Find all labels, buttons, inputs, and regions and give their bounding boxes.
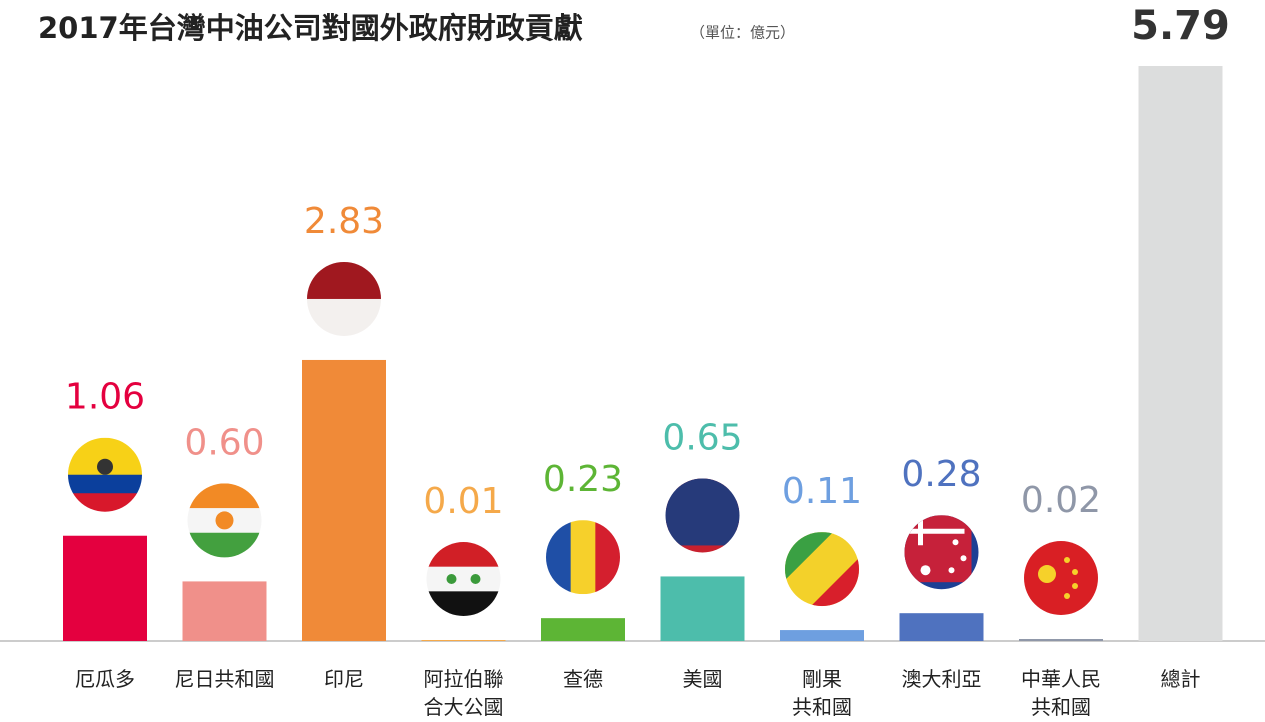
flag-stripe xyxy=(1024,541,1098,616)
flag-emblem xyxy=(446,574,457,585)
flag-stripe xyxy=(546,520,572,595)
chart-title: 2017年台灣中油公司對國外政府財政貢獻 xyxy=(38,11,583,45)
flag-emblem xyxy=(470,574,481,585)
flag-stripe xyxy=(68,474,142,494)
bar xyxy=(1138,66,1223,641)
flag-emblem xyxy=(1072,569,1078,576)
flag xyxy=(307,261,381,336)
value-label: 0.02 xyxy=(1021,480,1101,521)
flag-stripe xyxy=(187,483,262,509)
flag-stripe xyxy=(68,493,142,512)
x-tick-label: 澳大利亞 xyxy=(902,667,982,691)
flag-emblem xyxy=(97,458,113,475)
flag xyxy=(904,515,979,590)
flag-stripe xyxy=(665,541,740,553)
flag-stripe xyxy=(426,542,501,568)
x-tick-label: 總計 xyxy=(1161,667,1201,691)
x-tick-label: 尼日共和國 xyxy=(175,667,275,691)
value-label: 0.11 xyxy=(782,471,862,512)
bar xyxy=(660,576,745,641)
x-tick-label: 查德 xyxy=(563,667,603,691)
bar xyxy=(182,581,267,641)
flag xyxy=(68,437,142,512)
flag-stripe xyxy=(595,520,620,595)
flag-stripe xyxy=(810,557,859,607)
x-tick-label: 印尼 xyxy=(324,667,364,691)
flag-emblem xyxy=(948,567,955,574)
x-tick-label: 厄瓜多 xyxy=(75,667,135,691)
flag-emblem xyxy=(1064,593,1070,600)
bar xyxy=(541,618,625,641)
flag-emblem xyxy=(960,555,967,562)
bar xyxy=(1019,639,1103,641)
bar xyxy=(302,359,386,641)
bar xyxy=(780,630,864,641)
flag-emblem xyxy=(1072,583,1078,590)
bar xyxy=(421,640,506,641)
flag xyxy=(785,532,859,607)
flag-stripe xyxy=(307,261,381,300)
x-tick-label: 中華人民共和國 xyxy=(1021,667,1101,719)
value-label: 0.60 xyxy=(184,422,264,463)
flag-emblem xyxy=(1038,565,1056,584)
bar xyxy=(899,613,984,641)
x-tick-label: 美國 xyxy=(683,667,723,691)
flag-stripe xyxy=(785,532,834,581)
flag-emblem xyxy=(952,539,959,546)
value-label: 0.28 xyxy=(901,454,981,495)
flag-stripe xyxy=(307,298,381,336)
value-label: 0.65 xyxy=(662,417,742,458)
flag xyxy=(426,542,501,617)
flag xyxy=(1024,541,1098,616)
value-label: 0.23 xyxy=(543,459,623,500)
flag-stripe xyxy=(426,566,501,592)
flag-stripe xyxy=(570,520,596,595)
bar xyxy=(63,535,147,641)
value-label: 5.79 xyxy=(1131,3,1230,49)
flag xyxy=(187,483,262,558)
value-label: 0.01 xyxy=(423,481,503,522)
flag-canton xyxy=(904,515,972,583)
flag-emblem xyxy=(1064,557,1070,564)
flag-emblem xyxy=(920,565,931,576)
x-tick-label: 剛果共和國 xyxy=(792,667,852,719)
flag-stripe xyxy=(426,591,501,617)
flag xyxy=(665,478,740,553)
chart-subtitle: （單位：億元） xyxy=(690,24,795,42)
value-label: 1.06 xyxy=(65,377,145,418)
flag-emblem xyxy=(215,511,234,530)
value-label: 2.83 xyxy=(304,201,384,242)
flag-stripe xyxy=(187,532,262,558)
x-tick-label: 阿拉伯聯合大公國 xyxy=(424,667,504,719)
flag-canton xyxy=(665,478,740,546)
flag xyxy=(546,520,620,595)
